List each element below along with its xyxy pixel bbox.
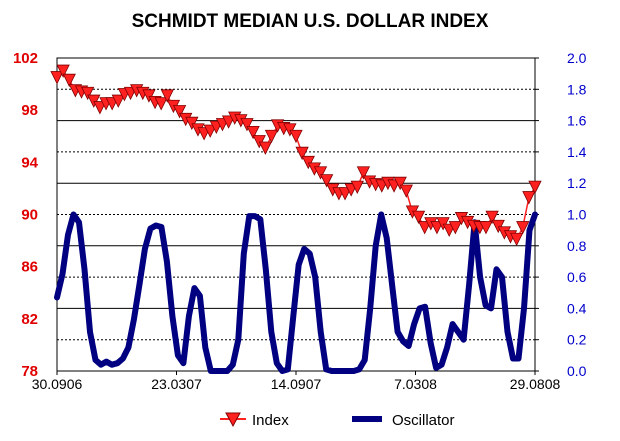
index-marker [485, 210, 499, 225]
index-marker [93, 101, 107, 115]
index-marker [185, 116, 199, 131]
index-marker [516, 221, 530, 235]
x-tick-label: 29.0808 [510, 376, 561, 392]
index-marker [87, 94, 101, 108]
index-marker [240, 118, 254, 132]
index-marker [301, 155, 315, 170]
right-tick-label: 0.4 [567, 300, 587, 316]
right-tick-label: 1.0 [567, 207, 587, 223]
index-marker [350, 180, 364, 195]
index-marker [56, 64, 70, 78]
index-marker [338, 187, 352, 201]
index-marker [264, 129, 279, 144]
legend-item-index: Index [220, 412, 289, 429]
x-tick-label: 30.0906 [32, 376, 83, 392]
left-tick-label: 94 [21, 154, 38, 171]
legend: Index Oscillator [220, 412, 455, 429]
index-marker [50, 71, 64, 85]
index-marker [111, 94, 125, 108]
index-series [50, 64, 542, 247]
right-tick-label: 2.0 [567, 50, 587, 66]
right-tick-label: 0.0 [567, 363, 587, 379]
index-marker [154, 97, 168, 111]
left-tick-label: 102 [13, 50, 38, 67]
index-marker [283, 123, 297, 137]
index-marker [289, 129, 303, 144]
left-tick-label: 78 [21, 363, 38, 380]
index-marker [142, 89, 156, 103]
right-tick-label: 0.2 [567, 332, 587, 348]
index-marker [418, 221, 432, 235]
index-marker [80, 86, 95, 101]
index-marker [411, 210, 426, 225]
index-marker [246, 125, 260, 140]
index-marker [430, 221, 444, 235]
legend-index-marker [225, 412, 241, 428]
index-marker [160, 89, 174, 103]
index-marker [258, 141, 273, 155]
x-tick-label: 14.0907 [271, 376, 322, 392]
x-axis: 30.0906 23.0307 14.0907 7.0308 29.0808 [32, 371, 561, 392]
index-marker [62, 73, 76, 88]
index-marker [509, 232, 524, 247]
left-tick-label: 90 [21, 207, 38, 224]
index-marker [295, 146, 309, 161]
index-marker [252, 135, 266, 149]
index-marker [479, 221, 493, 235]
index-marker [356, 166, 371, 180]
index-marker [399, 184, 413, 198]
index-marker [319, 174, 334, 188]
oscillator-series [54, 211, 538, 374]
left-tick-label: 82 [21, 311, 38, 328]
right-tick-label: 1.6 [567, 113, 587, 129]
left-tick-label: 98 [21, 102, 38, 119]
index-marker [448, 221, 462, 235]
x-tick-label: 23.0307 [151, 376, 202, 392]
legend-item-oscillator: Oscillator [352, 412, 455, 429]
left-axis: 102 98 94 90 86 82 78 [13, 50, 39, 380]
chart-title: SCHMIDT MEDIAN U.S. DOLLAR INDEX [132, 11, 489, 32]
legend-label-oscillator: Oscillator [392, 412, 455, 429]
oscillator-line [54, 211, 538, 374]
index-marker [172, 105, 187, 119]
legend-label-index: Index [252, 412, 289, 429]
right-tick-label: 1.2 [567, 175, 587, 191]
right-tick-label: 1.8 [567, 81, 587, 97]
index-marker [436, 217, 450, 231]
index-marker [221, 115, 236, 129]
right-axis: 2.0 1.8 1.6 1.4 1.2 1.0 0.8 0.6 0.4 0.2 0.0 [535, 50, 587, 379]
index-marker [393, 176, 407, 191]
index-marker [491, 219, 505, 234]
index-marker [313, 166, 328, 180]
left-tick-label: 86 [21, 259, 38, 276]
index-marker [203, 124, 217, 138]
x-tick-label: 7.0308 [394, 376, 437, 392]
index-marker [528, 180, 542, 195]
right-tick-label: 0.8 [567, 238, 587, 254]
index-marker [522, 191, 536, 205]
right-tick-label: 0.6 [567, 269, 587, 285]
right-tick-label: 1.4 [567, 144, 587, 160]
